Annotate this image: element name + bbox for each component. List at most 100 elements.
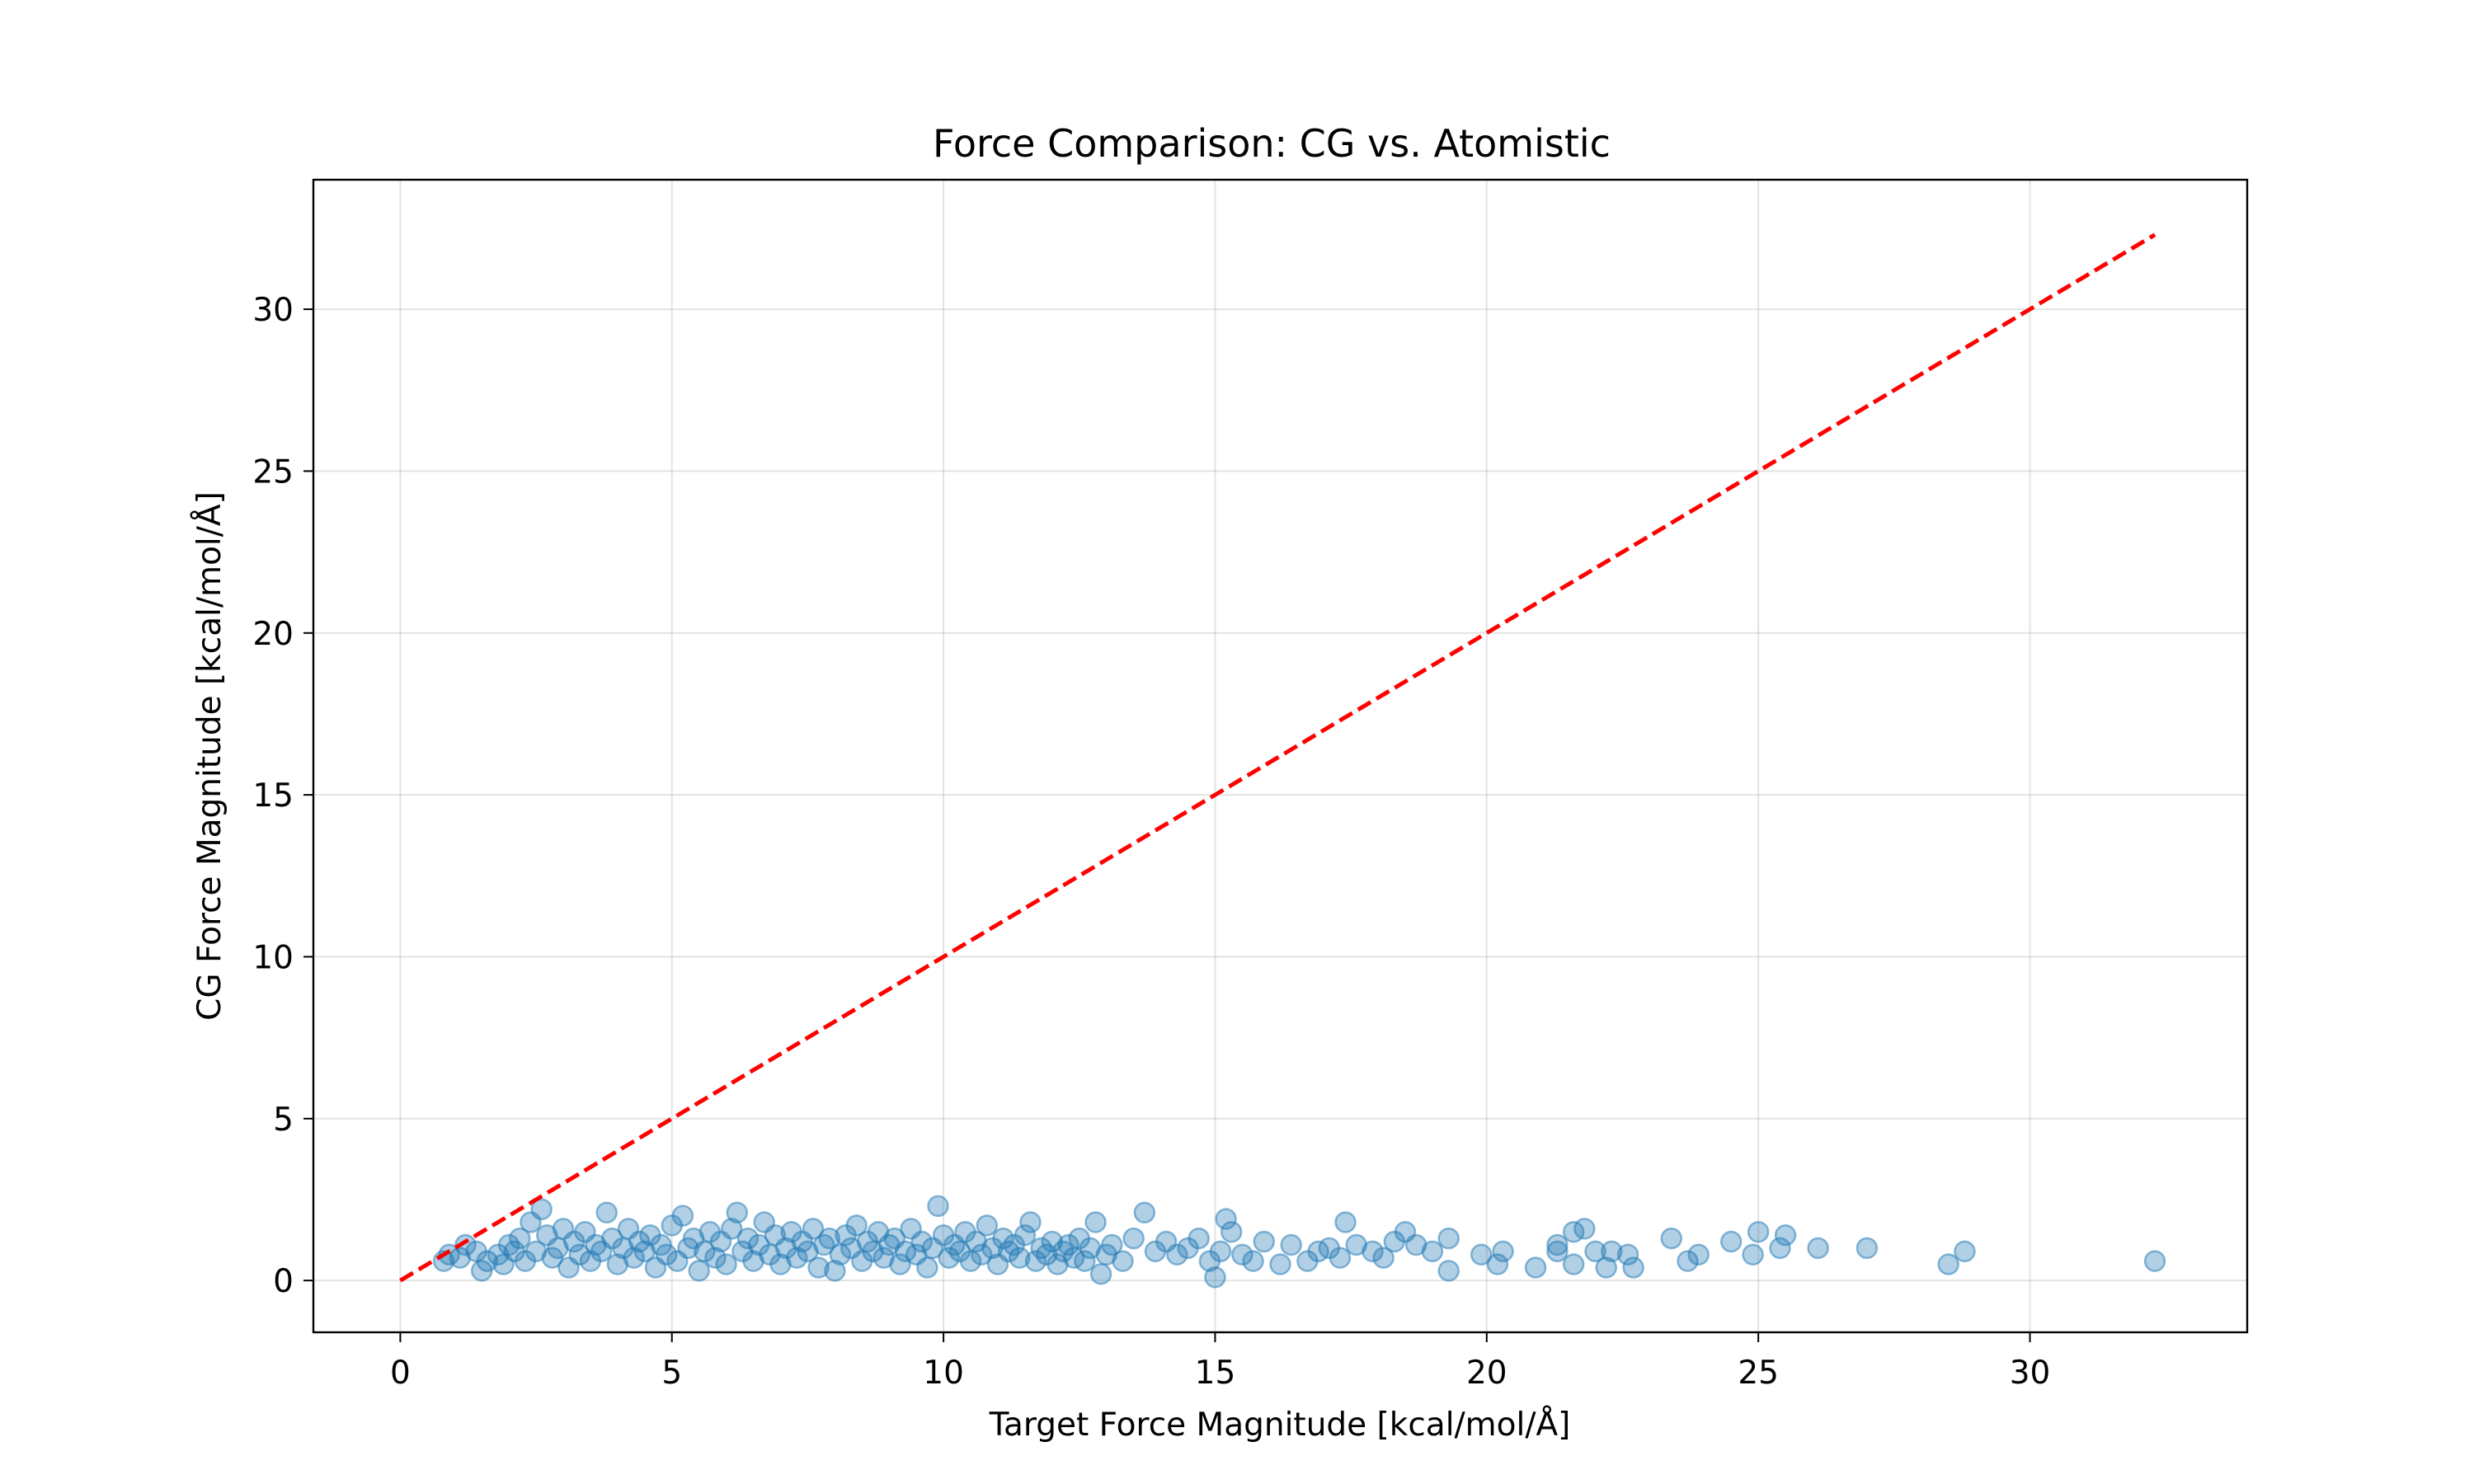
data-point bbox=[1492, 1240, 1514, 1263]
data-point bbox=[976, 1214, 999, 1237]
x-tick-label: 30 bbox=[2010, 1355, 2051, 1392]
grid bbox=[313, 180, 2247, 1332]
data-point bbox=[818, 1227, 841, 1250]
data-point bbox=[704, 1247, 727, 1269]
data-point bbox=[530, 1198, 553, 1221]
data-point bbox=[1014, 1223, 1037, 1247]
data-point bbox=[1089, 1263, 1112, 1285]
data-point bbox=[1660, 1227, 1683, 1250]
data-point bbox=[1101, 1233, 1123, 1256]
data-point bbox=[1133, 1201, 1156, 1223]
data-point bbox=[2143, 1250, 2166, 1272]
data-point bbox=[1437, 1260, 1460, 1282]
data-point bbox=[1856, 1237, 1879, 1260]
data-point bbox=[1188, 1227, 1210, 1250]
data-point bbox=[1122, 1227, 1145, 1250]
reference-line-group bbox=[399, 232, 2157, 1283]
data-point bbox=[1622, 1256, 1644, 1279]
x-tick-label: 10 bbox=[923, 1355, 964, 1392]
data-point bbox=[1742, 1243, 1764, 1266]
chart-title: Force Comparison: CG vs. Atomistic bbox=[933, 121, 1611, 166]
y-tick-label: 30 bbox=[252, 292, 294, 329]
data-point bbox=[1573, 1218, 1596, 1240]
data-point bbox=[736, 1227, 760, 1250]
data-point bbox=[623, 1247, 645, 1269]
data-point bbox=[1220, 1221, 1243, 1243]
x-tick-label: 0 bbox=[390, 1355, 411, 1392]
x-tick-label: 25 bbox=[1738, 1355, 1779, 1392]
data-point bbox=[1616, 1243, 1639, 1266]
x-tick-label: 20 bbox=[1466, 1355, 1507, 1392]
data-point bbox=[786, 1247, 808, 1269]
y-tick-label: 10 bbox=[252, 939, 294, 976]
data-point bbox=[1209, 1240, 1232, 1263]
data-point bbox=[1166, 1243, 1188, 1266]
data-point bbox=[1421, 1240, 1444, 1263]
data-point bbox=[1595, 1256, 1617, 1279]
data-point bbox=[1074, 1250, 1096, 1272]
data-points bbox=[432, 1195, 2166, 1289]
data-point bbox=[1719, 1230, 1743, 1253]
data-point bbox=[1231, 1243, 1253, 1266]
data-point bbox=[845, 1214, 868, 1237]
data-point bbox=[720, 1218, 743, 1240]
data-point bbox=[1937, 1253, 1959, 1275]
data-point bbox=[1112, 1250, 1134, 1272]
y-axis-label: CG Force Magnitude [kcal/mol/Å] bbox=[190, 491, 228, 1021]
data-point bbox=[1253, 1230, 1275, 1253]
data-point bbox=[1269, 1253, 1291, 1275]
data-point bbox=[595, 1201, 618, 1223]
data-point bbox=[1954, 1240, 1976, 1263]
data-point bbox=[715, 1253, 737, 1275]
data-point bbox=[726, 1201, 749, 1223]
data-point bbox=[1774, 1223, 1797, 1247]
data-point bbox=[1470, 1243, 1493, 1266]
data-point bbox=[1747, 1221, 1770, 1243]
data-point bbox=[927, 1195, 949, 1218]
x-tick-label: 5 bbox=[661, 1355, 682, 1392]
data-point bbox=[1562, 1253, 1585, 1275]
data-point bbox=[509, 1227, 531, 1250]
data-point bbox=[1215, 1208, 1237, 1230]
data-point bbox=[568, 1243, 591, 1266]
data-point bbox=[970, 1243, 993, 1266]
data-point bbox=[1084, 1211, 1107, 1233]
data-point bbox=[802, 1218, 825, 1240]
data-point bbox=[829, 1243, 852, 1266]
data-point bbox=[824, 1260, 846, 1282]
data-point bbox=[1057, 1233, 1079, 1256]
data-point bbox=[938, 1247, 960, 1269]
data-point bbox=[1280, 1233, 1302, 1256]
data-point bbox=[1601, 1240, 1623, 1263]
data-point bbox=[1019, 1211, 1042, 1233]
data-point bbox=[1334, 1211, 1357, 1233]
x-axis-label: Target Force Magnitude [kcal/mol/Å] bbox=[989, 1405, 1571, 1444]
data-point bbox=[1372, 1247, 1395, 1269]
data-point bbox=[1329, 1247, 1352, 1269]
data-point bbox=[889, 1253, 911, 1275]
y-tick-label: 25 bbox=[252, 453, 294, 491]
data-point bbox=[1584, 1240, 1606, 1263]
data-point bbox=[454, 1233, 477, 1256]
data-point bbox=[807, 1256, 830, 1279]
x-tick-label: 15 bbox=[1195, 1355, 1236, 1392]
y-tick-label: 0 bbox=[273, 1263, 294, 1300]
axis-ticks: 0 5 10 15 20 25 30 0 5 10 15 20 25 30 bbox=[252, 292, 2050, 1392]
plot-frame bbox=[312, 178, 2249, 1334]
data-point bbox=[688, 1260, 710, 1282]
data-point bbox=[655, 1243, 678, 1266]
y-tick-label: 5 bbox=[273, 1101, 294, 1139]
data-point bbox=[1242, 1250, 1264, 1272]
y-tick-label: 20 bbox=[252, 616, 294, 653]
data-point bbox=[1524, 1256, 1547, 1279]
data-point bbox=[959, 1250, 982, 1272]
data-point bbox=[1769, 1237, 1791, 1260]
data-point bbox=[1687, 1243, 1710, 1266]
data-point bbox=[1437, 1227, 1460, 1250]
data-point bbox=[476, 1250, 499, 1272]
data-point bbox=[992, 1227, 1014, 1250]
data-point bbox=[910, 1230, 934, 1253]
data-point bbox=[1807, 1237, 1829, 1260]
data-point bbox=[694, 1240, 716, 1263]
